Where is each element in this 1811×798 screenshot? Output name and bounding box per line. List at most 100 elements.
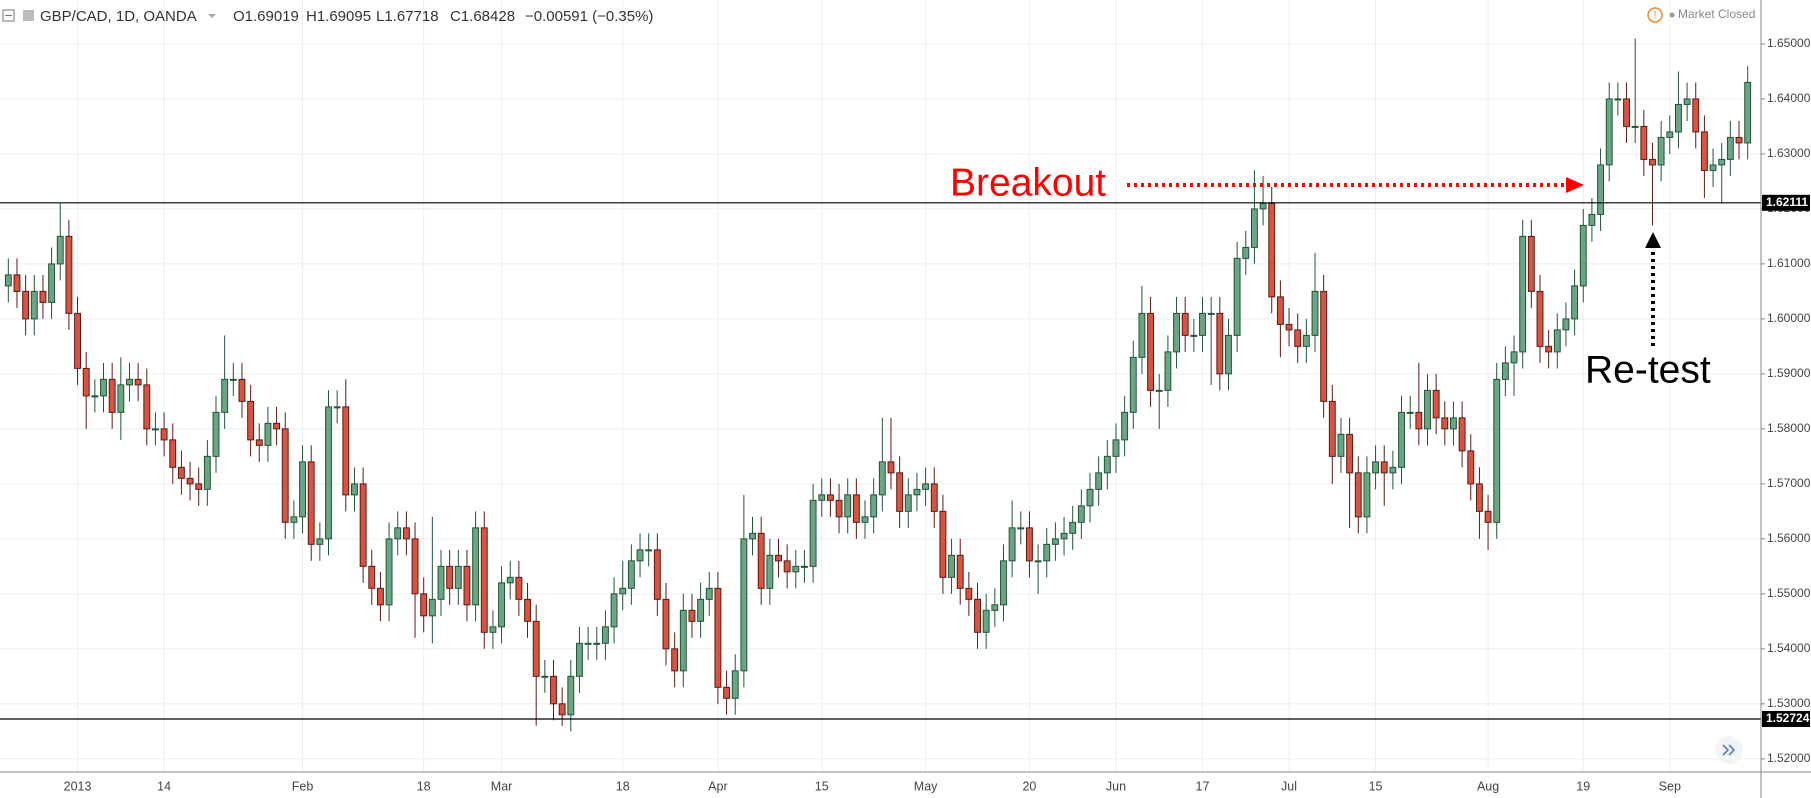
candle-body [930, 483, 938, 512]
candle-body [515, 576, 523, 600]
candle-body [1510, 351, 1518, 364]
candle-body [48, 263, 56, 303]
candle-body [991, 604, 999, 611]
candle-body [299, 461, 306, 518]
candle-body [1216, 312, 1224, 375]
y-tick-label: 1.55000 [1767, 586, 1811, 600]
symbol-dropdown[interactable] [208, 14, 216, 18]
candle-body [1337, 433, 1345, 457]
candle-body [913, 488, 921, 496]
candle-body [576, 642, 583, 677]
candle-body [1363, 472, 1371, 518]
candle-body [922, 483, 930, 490]
y-tick-label: 1.59000 [1767, 366, 1811, 380]
candle-body [1519, 235, 1527, 353]
candle-body [1311, 290, 1319, 336]
candle-body [1579, 224, 1587, 287]
candle-body [801, 565, 808, 568]
candle-body [247, 400, 255, 441]
x-tick-label: 18 [417, 779, 431, 793]
y-tick-label: 1.60000 [1767, 311, 1811, 325]
candle-body [1199, 312, 1206, 336]
candle-body [1458, 417, 1466, 452]
candle-body [1571, 285, 1579, 320]
candle-body [775, 554, 782, 562]
candle-body [1155, 389, 1163, 392]
candle-body [221, 378, 229, 413]
candle-body [1700, 131, 1708, 171]
candle-body [203, 455, 211, 490]
candle-body [1225, 334, 1232, 375]
breakout-label: Breakout [950, 161, 1106, 204]
candle-body [1103, 455, 1111, 474]
symbol[interactable]: GBP/CAD, 1D, OANDA [40, 8, 197, 25]
candle-body [714, 587, 722, 688]
y-tick-label: 1.64000 [1767, 91, 1811, 105]
x-tick-label: 15 [1369, 779, 1383, 793]
x-tick-label: May [914, 779, 938, 793]
candle-body [255, 439, 263, 446]
candle-body [1328, 400, 1336, 457]
candle-body [1657, 136, 1665, 166]
x-tick-label: Sep [1659, 779, 1681, 793]
level-label-box [1762, 194, 1810, 211]
candle-body [645, 549, 653, 552]
ohlc-close: C1.68428 [450, 8, 515, 25]
candle-body [56, 235, 64, 265]
candle-body [1268, 202, 1276, 298]
candle-body [567, 675, 575, 716]
candle-body [1597, 164, 1605, 215]
candle-body [151, 428, 159, 431]
candle-body [13, 274, 21, 292]
candle-body [1588, 213, 1596, 226]
ohlc-change: −0.00591 (−0.35%) [525, 8, 653, 25]
candle-body [1164, 351, 1172, 391]
candle-body [835, 499, 843, 518]
candle-body [1545, 345, 1553, 353]
candle-body [1614, 98, 1622, 101]
candle-body [852, 494, 860, 523]
status-icon-mark: ! [1654, 10, 1657, 21]
x-tick-label: 20 [1022, 779, 1036, 793]
candle-body [65, 235, 73, 314]
candle-body [307, 461, 315, 545]
candle-body [550, 675, 557, 705]
candle-body [134, 378, 142, 386]
x-tick-label: Feb [292, 779, 314, 793]
candle-body [1285, 323, 1293, 331]
collapse-icon[interactable] [2, 9, 15, 22]
candle-body [1250, 208, 1258, 248]
status-dot [1669, 12, 1675, 18]
candle-body [1718, 158, 1726, 166]
candle-body [1025, 527, 1033, 562]
candle-body [333, 406, 341, 409]
candle-body [766, 554, 774, 589]
y-tick-label: 1.65000 [1767, 36, 1811, 50]
candle-body [671, 648, 679, 672]
candle-body [506, 576, 514, 584]
candle-body [679, 609, 687, 672]
candle-body [1744, 81, 1752, 144]
candle-body [1121, 411, 1129, 441]
candle-body [1138, 312, 1146, 358]
candle-body [1276, 296, 1284, 325]
candle-body [1043, 543, 1051, 562]
candle-body [584, 642, 592, 645]
candle-body [264, 422, 272, 446]
candle-body [1181, 312, 1189, 336]
market-status: Market Closed [1678, 7, 1755, 21]
y-tick-label: 1.57000 [1767, 476, 1811, 490]
candle-body [956, 554, 964, 589]
candle-body [749, 532, 756, 540]
candle-body [705, 587, 713, 600]
candle-body [463, 565, 471, 606]
candle-body [965, 587, 973, 600]
candle-body [394, 527, 402, 540]
candle-body [982, 609, 990, 633]
candle-body [1147, 312, 1155, 391]
x-tick-label: Jun [1106, 779, 1126, 793]
y-tick-label: 1.63000 [1767, 146, 1811, 160]
candle-body [1683, 98, 1691, 105]
candle-body [1389, 466, 1397, 474]
candle-body [1320, 290, 1328, 402]
